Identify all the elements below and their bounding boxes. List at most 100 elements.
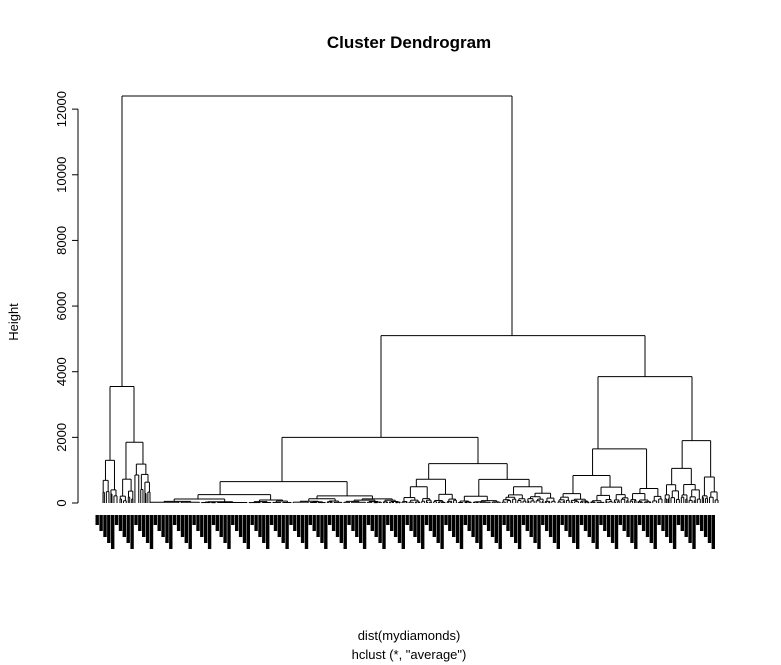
leaf-label-mark bbox=[176, 515, 181, 531]
leaf-label-mark bbox=[502, 515, 506, 525]
leaf-label-mark bbox=[603, 515, 607, 531]
leaf-label-mark bbox=[525, 515, 529, 531]
leaf-label-mark bbox=[494, 515, 498, 543]
leaf-label-mark bbox=[273, 515, 278, 531]
leaf-label-mark bbox=[370, 515, 374, 531]
leaf-label-mark bbox=[266, 515, 270, 549]
leaf-label-mark bbox=[424, 515, 429, 525]
leaf-label-mark bbox=[444, 515, 448, 525]
leaf-label-mark bbox=[300, 515, 305, 543]
leaf-label-mark bbox=[107, 515, 111, 543]
leaf-label-mark bbox=[405, 515, 409, 525]
leaf-label-mark bbox=[99, 515, 103, 531]
leaf-label-mark bbox=[432, 515, 436, 537]
leaf-label-mark bbox=[324, 515, 328, 549]
leaf-label-mark bbox=[192, 515, 196, 525]
leaf-label-mark bbox=[184, 515, 188, 543]
leaf-label-mark bbox=[111, 515, 115, 549]
leaf-label-mark bbox=[510, 515, 514, 537]
leaf-label-mark bbox=[517, 515, 522, 549]
leaf-label-mark bbox=[343, 515, 347, 549]
leaf-label-mark bbox=[661, 515, 665, 531]
leaf-label-mark bbox=[703, 515, 708, 537]
leaf-label-mark bbox=[316, 515, 320, 537]
leaf-label-mark bbox=[645, 515, 650, 537]
leaf-label-mark bbox=[293, 515, 297, 531]
leaf-label-mark bbox=[669, 515, 673, 543]
leaf-label-mark bbox=[537, 515, 541, 549]
leaf-label-mark bbox=[692, 515, 696, 549]
leaf-label-mark bbox=[607, 515, 611, 537]
y-tick-label: 8000 bbox=[54, 226, 69, 255]
leaf-label-mark bbox=[207, 515, 212, 549]
leaf-label-mark bbox=[618, 515, 622, 525]
leaf-label-mark bbox=[331, 515, 336, 531]
leaf-label-mark bbox=[521, 515, 526, 525]
leaf-label-mark bbox=[684, 515, 688, 537]
leaf-label-mark bbox=[351, 515, 355, 531]
leaf-label-mark bbox=[339, 515, 343, 543]
leaf-label-mark bbox=[483, 515, 487, 525]
leaf-label-mark bbox=[459, 515, 464, 549]
leaf-label-mark bbox=[498, 515, 502, 549]
y-axis-label: Height bbox=[6, 303, 21, 341]
leaf-label-mark bbox=[289, 515, 293, 525]
leaf-label-mark bbox=[378, 515, 382, 543]
leaf-label-mark bbox=[254, 515, 258, 531]
leaf-label-mark bbox=[320, 515, 324, 543]
leaf-label-mark bbox=[428, 515, 433, 531]
leaf-label-mark bbox=[672, 515, 677, 549]
leaf-label-mark bbox=[696, 515, 700, 525]
leaf-label-mark bbox=[583, 515, 588, 531]
leaf-label-mark bbox=[572, 515, 576, 543]
leaf-label-mark bbox=[308, 515, 312, 525]
chart-title: Cluster Dendrogram bbox=[327, 33, 491, 52]
leaf-label-mark bbox=[390, 515, 394, 531]
leaf-label-mark bbox=[552, 515, 557, 543]
leaf-label-mark bbox=[397, 515, 402, 543]
leaf-label-mark bbox=[556, 515, 560, 549]
leaf-label-mark bbox=[448, 515, 452, 531]
leaf-label-mark bbox=[328, 515, 332, 525]
leaf-label-mark bbox=[455, 515, 460, 543]
leaf-label-mark bbox=[630, 515, 634, 543]
leaf-label-mark bbox=[114, 515, 119, 525]
leaf-label-mark bbox=[134, 515, 138, 525]
leaf-label-mark bbox=[366, 515, 371, 525]
leaf-label-mark bbox=[297, 515, 301, 537]
leaf-label-mark bbox=[219, 515, 223, 537]
leaf-label-mark bbox=[413, 515, 417, 537]
leaf-label-mark bbox=[548, 515, 553, 537]
leaf-label-mark bbox=[421, 515, 425, 549]
leaf-label-mark bbox=[235, 515, 239, 531]
leaf-label-mark bbox=[676, 515, 681, 525]
leaf-label-mark bbox=[180, 515, 185, 537]
leaf-label-mark bbox=[653, 515, 657, 549]
leaf-label-mark bbox=[440, 515, 444, 549]
leaf-label-mark bbox=[231, 515, 235, 525]
leaf-labels bbox=[95, 515, 715, 549]
leaf-label-mark bbox=[355, 515, 359, 537]
leaf-label-mark bbox=[452, 515, 456, 537]
leaf-label-mark bbox=[130, 515, 134, 549]
dendrogram-tree bbox=[102, 95, 719, 504]
leaf-label-mark bbox=[506, 515, 510, 531]
leaf-label-mark bbox=[463, 515, 467, 525]
y-tick-label: 12000 bbox=[54, 91, 69, 127]
leaf-label-mark bbox=[533, 515, 537, 543]
leaf-label-mark bbox=[149, 515, 154, 549]
leaf-label-mark bbox=[417, 515, 421, 543]
leaf-label-mark bbox=[145, 515, 150, 543]
leaf-label-mark bbox=[436, 515, 440, 543]
leaf-label-mark bbox=[479, 515, 483, 549]
leaf-label-mark bbox=[595, 515, 599, 549]
leaf-label-mark bbox=[665, 515, 669, 537]
leaf-label-mark bbox=[347, 515, 351, 525]
leaf-label-mark bbox=[285, 515, 289, 549]
leaf-label-mark bbox=[269, 515, 274, 525]
leaf-label-mark bbox=[103, 515, 107, 537]
leaf-label-mark bbox=[688, 515, 692, 543]
leaf-label-mark bbox=[250, 515, 254, 525]
leaf-label-mark bbox=[599, 515, 603, 525]
leaf-label-mark bbox=[579, 515, 584, 525]
